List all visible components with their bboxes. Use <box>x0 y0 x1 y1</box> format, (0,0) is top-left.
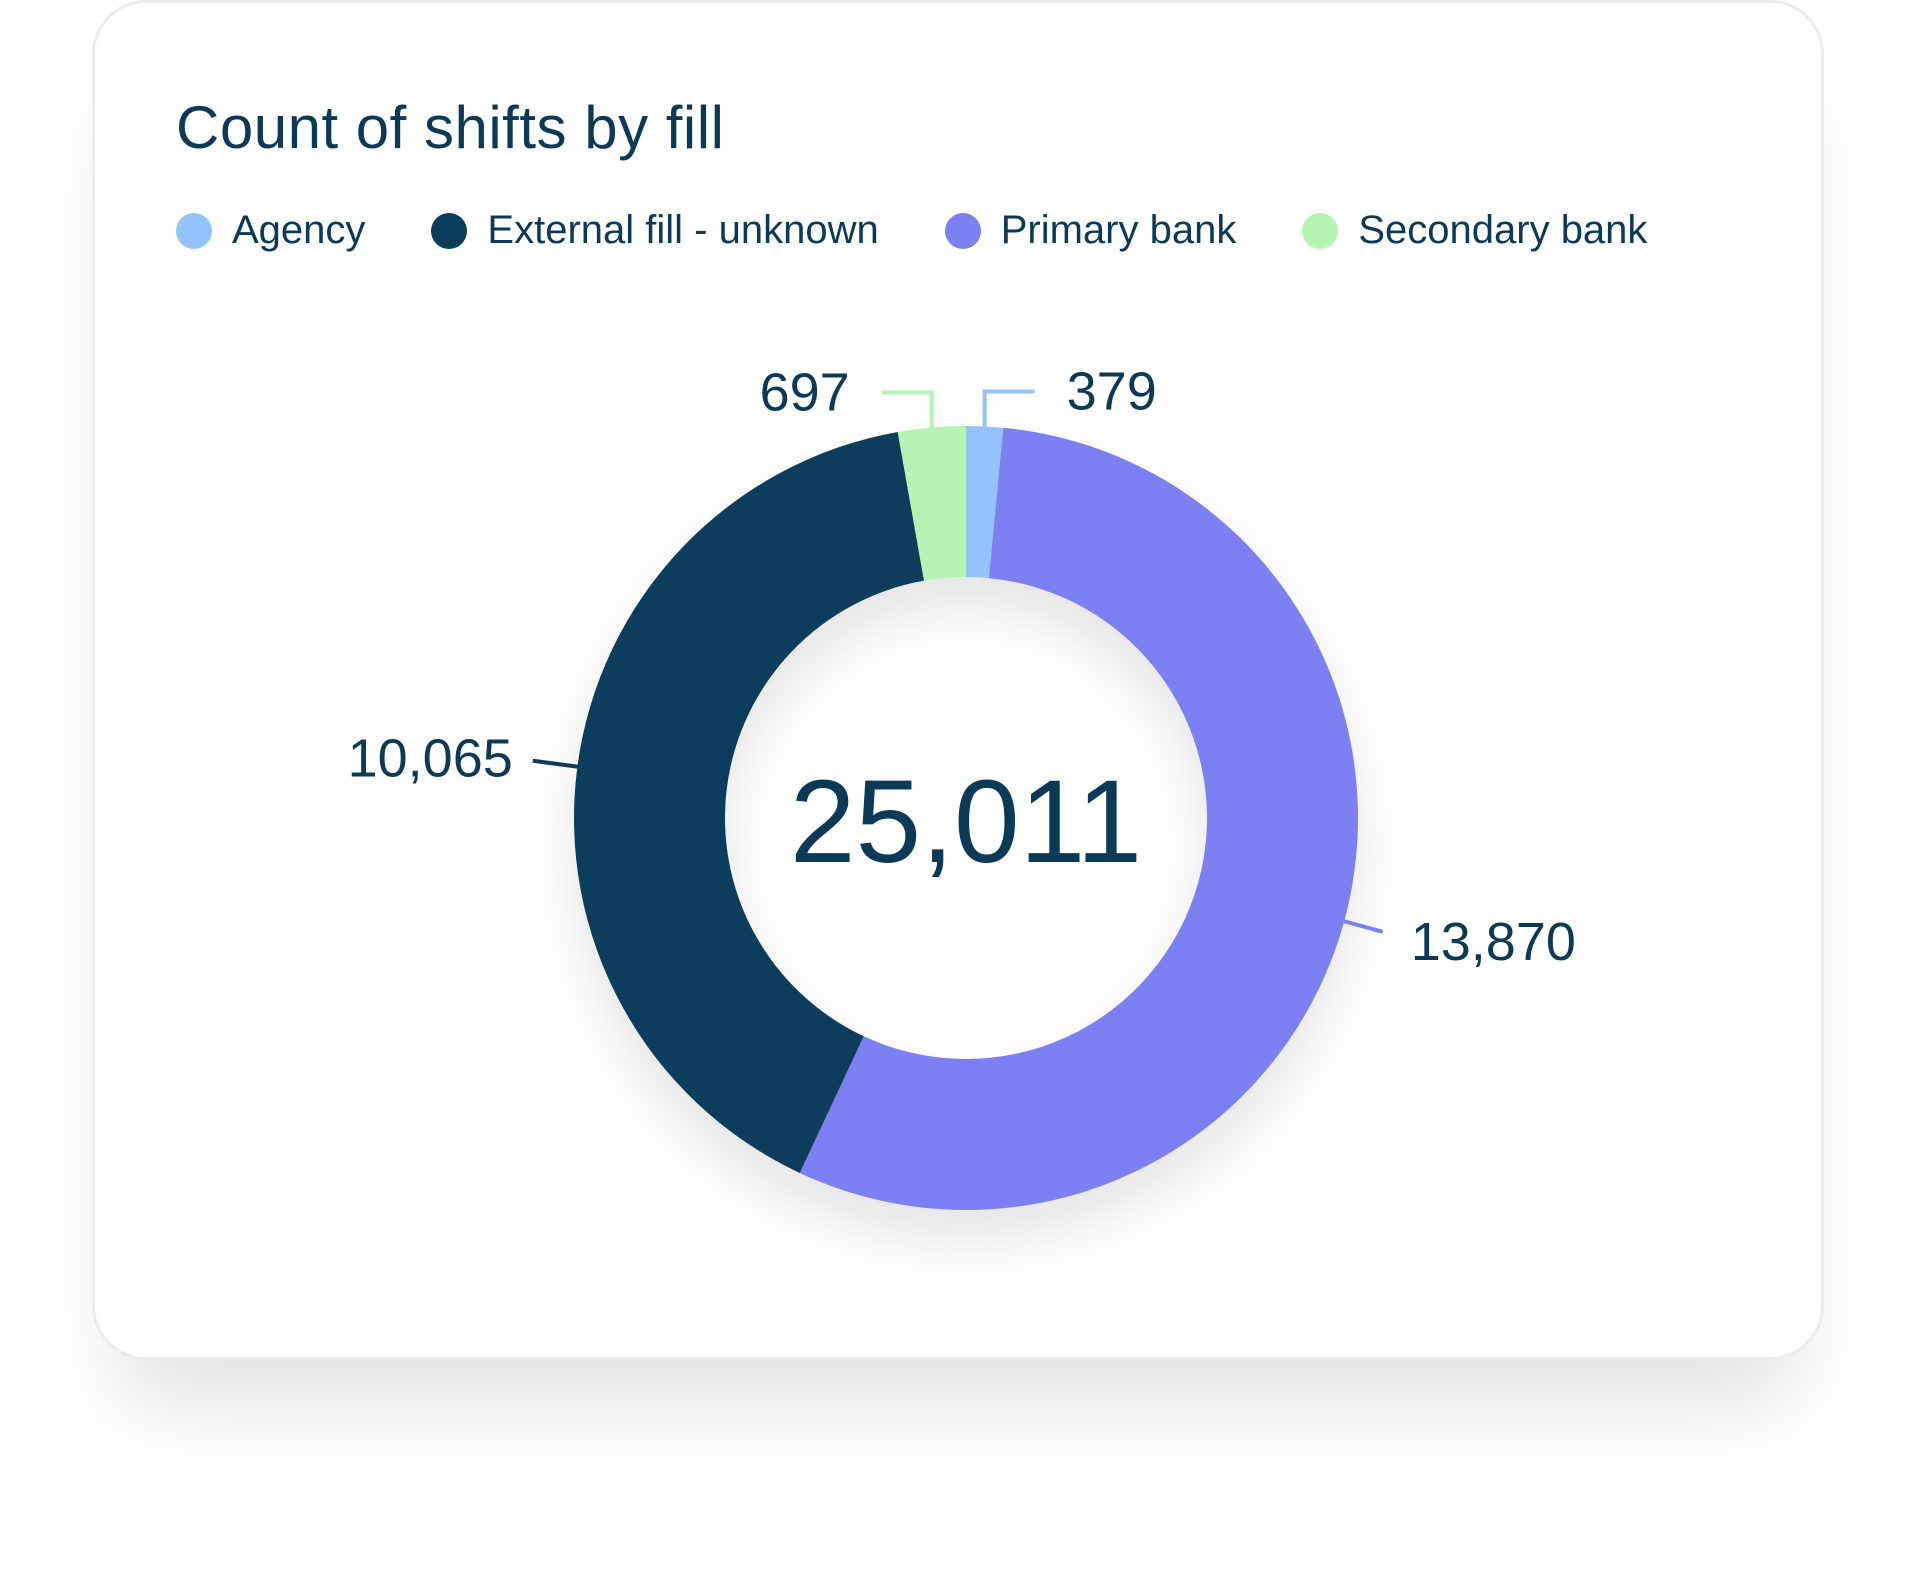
value-label-agency: 379 <box>1067 361 1157 421</box>
legend-label-secondary: Secondary bank <box>1358 208 1648 252</box>
value-labels: 379 13,870 10,065 697 <box>348 361 1576 971</box>
slice-external-fill-unknown[interactable] <box>573 431 925 1173</box>
chart-title: Count of shifts by fill <box>176 94 725 161</box>
leader-secondary-bank <box>881 390 934 428</box>
legend-dot-external <box>431 212 468 249</box>
legend-dot-primary <box>944 212 981 249</box>
legend-item-external[interactable]: External fill - unknown <box>431 208 879 253</box>
center-total: 25,011 <box>790 756 1142 888</box>
legend-dot-secondary <box>1302 212 1339 249</box>
leader-external-fill-unknown <box>532 758 578 769</box>
value-label-external-fill-unknown: 10,065 <box>348 729 513 789</box>
value-label-primary-bank: 13,870 <box>1411 912 1576 972</box>
legend-dot-agency <box>176 212 212 249</box>
leader-agency <box>982 389 1035 427</box>
slice-secondary-bank[interactable] <box>897 426 966 581</box>
legend-label-primary: Primary bank <box>1000 208 1237 252</box>
slice-agency[interactable] <box>966 426 1004 579</box>
value-label-secondary-bank: 697 <box>760 363 850 423</box>
leader-lines <box>532 389 1384 934</box>
legend-label-agency: Agency <box>232 208 366 252</box>
slice-primary-bank[interactable] <box>799 427 1358 1211</box>
legend-item-primary[interactable]: Primary bank <box>944 208 1237 253</box>
leader-primary-bank <box>1314 911 1384 934</box>
legend-item-secondary[interactable]: Secondary bank <box>1302 208 1647 253</box>
donut-slices <box>573 426 1358 1211</box>
legend-label-external: External fill - unknown <box>487 208 879 252</box>
legend-item-agency[interactable]: Agency <box>176 208 365 253</box>
chart-legend: Agency External fill - unknown Primary b… <box>176 208 1713 253</box>
